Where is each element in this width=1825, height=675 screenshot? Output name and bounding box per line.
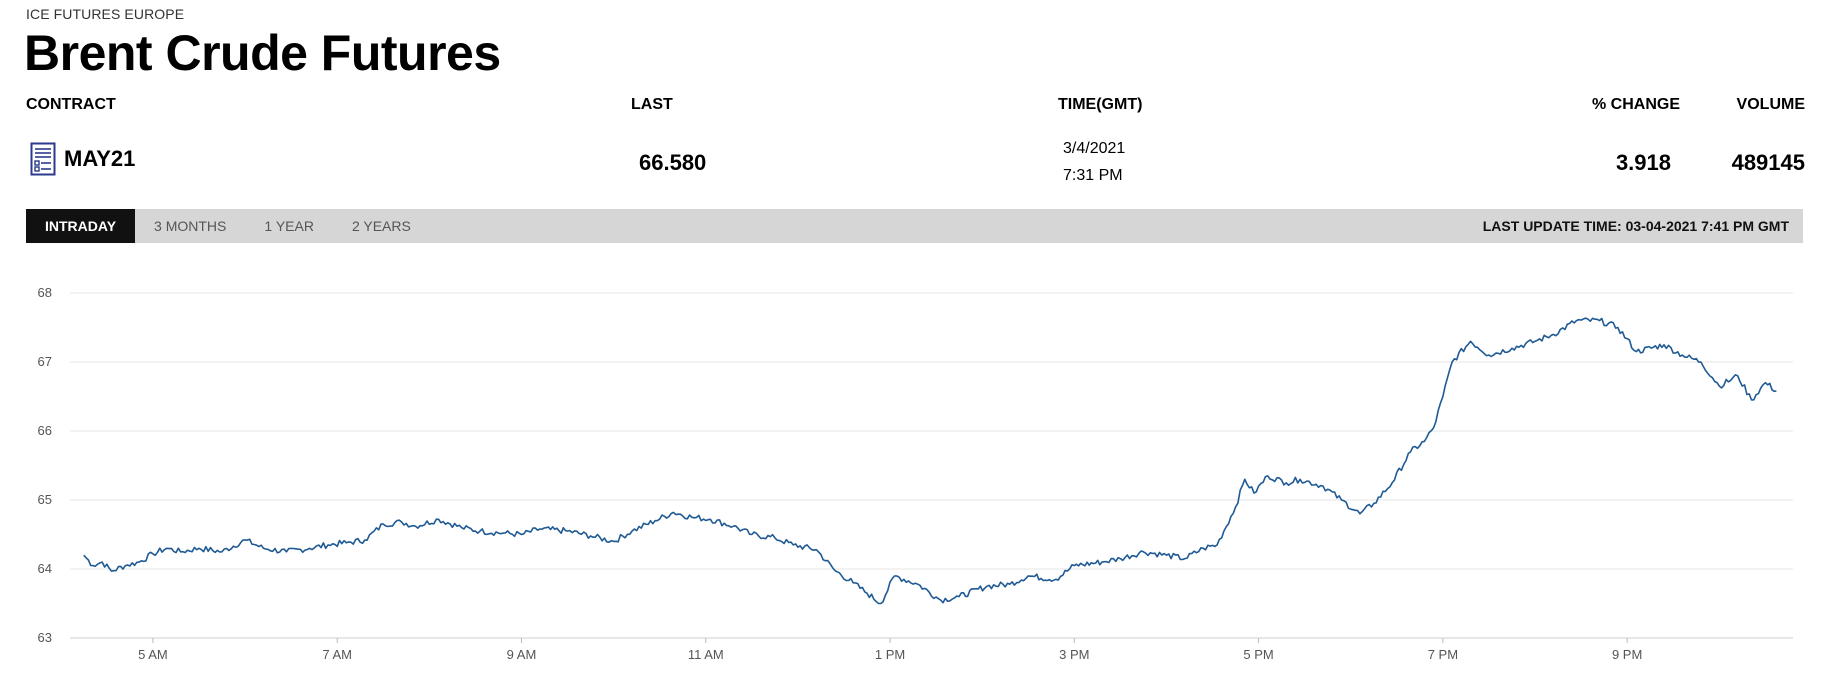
x-axis-ticks: 5 AM 7 AM 9 AM 11 AM 1 PM 3 PM 5 PM 7 PM 9 PM	[138, 638, 1642, 662]
column-header-contract: CONTRACT	[26, 96, 116, 113]
y-tick-label: 63	[38, 630, 52, 645]
exchange-label: ICE FUTURES EUROPE	[26, 6, 185, 22]
column-header-volume: VOLUME	[1736, 96, 1805, 113]
last-price: 66.580	[639, 150, 707, 175]
chart-series	[83, 317, 1777, 605]
x-tick-label: 5 PM	[1243, 647, 1273, 662]
x-tick-label: 11 AM	[688, 647, 724, 662]
y-tick-label: 66	[38, 423, 52, 438]
percent-change: 3.918	[1615, 150, 1671, 175]
x-tick-label: 1 PM	[875, 647, 905, 662]
column-header-change: % CHANGE	[1591, 96, 1680, 113]
contract-name[interactable]: MAY21	[64, 146, 136, 171]
tab-intraday[interactable]: INTRADAY	[26, 209, 136, 243]
y-tick-label: 65	[38, 492, 52, 507]
tab-1-year[interactable]: 1 YEAR	[264, 218, 314, 234]
series-line-0	[83, 317, 1777, 605]
x-tick-label: 3 PM	[1059, 647, 1089, 662]
trade-date: 3/4/2021	[1063, 140, 1126, 157]
column-header-time: TIME(GMT)	[1058, 96, 1143, 113]
x-tick-label: 7 PM	[1428, 647, 1458, 662]
contract-cell[interactable]: MAY21	[30, 142, 135, 176]
column-header-last: LAST	[631, 96, 673, 113]
page-title: Brent Crude Futures	[24, 25, 501, 81]
x-tick-label: 5 AM	[138, 647, 168, 662]
y-tick-label: 64	[38, 561, 52, 576]
y-axis-ticks: 63 64 65 66 67 68	[38, 285, 52, 645]
y-tick-label: 68	[38, 285, 52, 300]
volume-value: 489145	[1731, 150, 1805, 175]
y-tick-label: 67	[38, 354, 52, 369]
x-tick-label: 9 PM	[1612, 647, 1642, 662]
trade-time: 7:31 PM	[1063, 167, 1123, 184]
x-tick-label: 7 AM	[322, 647, 352, 662]
x-tick-label: 9 AM	[507, 647, 537, 662]
last-update-time: LAST UPDATE TIME: 03-04-2021 7:41 PM GMT	[1482, 218, 1789, 234]
chart-grid	[70, 292, 1793, 639]
document-list-icon[interactable]	[30, 142, 56, 176]
tab-2-years[interactable]: 2 YEARS	[351, 218, 411, 234]
range-tab-bar: INTRADAY 3 MONTHS 1 YEAR 2 YEARS LAST UP…	[26, 209, 1803, 243]
tab-3-months[interactable]: 3 MONTHS	[154, 218, 227, 234]
